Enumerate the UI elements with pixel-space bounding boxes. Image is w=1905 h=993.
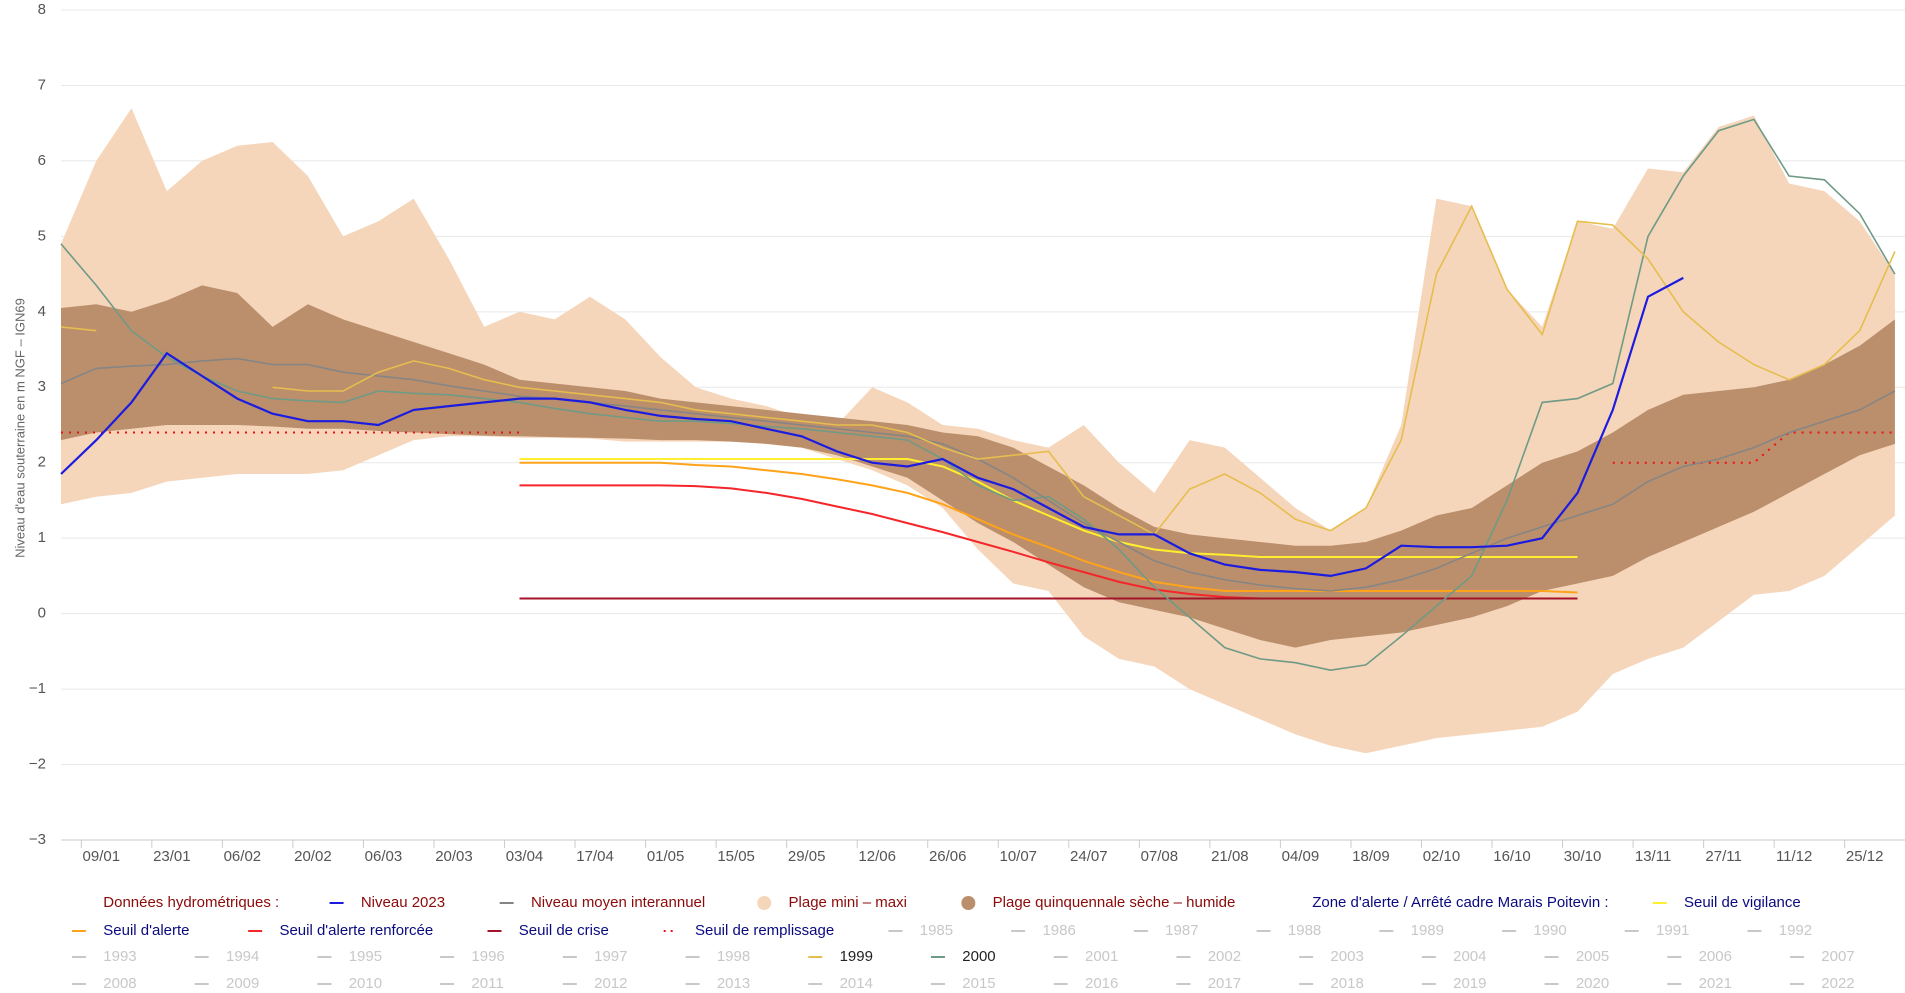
x-tick-label: 20/02 xyxy=(294,848,332,865)
x-tick-label: 06/03 xyxy=(365,848,403,865)
y-axis-label: Niveau d'eau souterraine en m NGF – IGN6… xyxy=(12,298,27,558)
legend-label: 1997 xyxy=(594,948,627,965)
x-tick-label: 29/05 xyxy=(788,848,826,865)
x-tick-label: 12/06 xyxy=(858,848,896,865)
y-tick-label: 0 xyxy=(38,605,46,622)
x-tick-label: 13/11 xyxy=(1635,848,1671,865)
x-tick-label: 16/10 xyxy=(1493,848,1531,865)
legend-label: 2010 xyxy=(349,975,382,992)
legend-label: Niveau moyen interannuel xyxy=(531,894,705,911)
legend-label: 2012 xyxy=(594,975,627,992)
legend-label: 2006 xyxy=(1699,948,1732,965)
legend-label: 2017 xyxy=(1208,975,1241,992)
x-tick-label: 27/11 xyxy=(1705,848,1741,865)
y-tick-label: −2 xyxy=(29,756,46,773)
legend-label: Plage quinquennale sèche – humide xyxy=(993,894,1236,911)
x-tick-label: 10/07 xyxy=(999,848,1037,865)
legend-label: 2002 xyxy=(1208,948,1241,965)
legend-label: 2019 xyxy=(1453,975,1486,992)
legend-label: 2016 xyxy=(1085,975,1118,992)
legend-label: Zone d'alerte / Arrêté cadre Marais Poit… xyxy=(1312,894,1608,911)
x-tick-label: 18/09 xyxy=(1352,848,1390,865)
x-tick-label: 02/10 xyxy=(1423,848,1461,865)
x-tick-label: 21/08 xyxy=(1211,848,1249,865)
legend-label: 1999 xyxy=(840,948,873,965)
x-tick-label: 06/02 xyxy=(224,848,262,865)
legend-label: 1993 xyxy=(103,948,136,965)
threshold-line xyxy=(519,461,1578,594)
legend-label: 2020 xyxy=(1576,975,1609,992)
x-tick-label: 30/10 xyxy=(1564,848,1602,865)
legend-label: 2000 xyxy=(962,948,995,965)
legend-label: 2007 xyxy=(1821,948,1854,965)
legend-label: 2004 xyxy=(1453,948,1486,965)
legend-label: 1995 xyxy=(349,948,382,965)
legend-label: 2009 xyxy=(226,975,259,992)
legend-label: 1986 xyxy=(1042,922,1075,939)
y-tick-label: 1 xyxy=(38,529,46,546)
y-tick-label: 2 xyxy=(38,454,46,471)
x-tick-label: 20/03 xyxy=(435,848,473,865)
threshold-line xyxy=(519,458,1578,558)
legend-label: 1989 xyxy=(1411,922,1444,939)
x-tick-label: 25/12 xyxy=(1846,848,1884,865)
legend-label: 1990 xyxy=(1533,922,1566,939)
legend-label: 2014 xyxy=(840,975,873,992)
legend-label: 1988 xyxy=(1288,922,1321,939)
legend-label: 2021 xyxy=(1699,975,1732,992)
x-tick-label: 09/01 xyxy=(83,848,121,865)
x-tick-label: 15/05 xyxy=(717,848,755,865)
legend-label: Seuil d'alerte renforcée xyxy=(279,922,433,939)
y-tick-label: 3 xyxy=(38,378,46,395)
x-tick-label: 07/08 xyxy=(1141,848,1179,865)
x-tick-label: 23/01 xyxy=(153,848,191,865)
legend-label: 2018 xyxy=(1330,975,1363,992)
series-line xyxy=(60,204,1896,536)
x-tick-label: 01/05 xyxy=(647,848,685,865)
legend-label: 2022 xyxy=(1821,975,1854,992)
legend-label: 1998 xyxy=(717,948,750,965)
y-tick-label: 4 xyxy=(38,303,46,320)
legend-label: Seuil de remplissage xyxy=(695,922,834,939)
legend-label: Données hydrométriques : xyxy=(103,894,279,911)
x-tick-label: 11/12 xyxy=(1776,848,1812,865)
legend-label: Seuil de crise xyxy=(519,922,609,939)
x-tick-label: 26/06 xyxy=(929,848,967,865)
x-tick-label: 24/07 xyxy=(1070,848,1108,865)
legend-label: 1994 xyxy=(226,948,259,965)
x-tick-label: 03/04 xyxy=(506,848,544,865)
y-tick-label: 7 xyxy=(38,76,46,93)
legend-label: 2015 xyxy=(962,975,995,992)
legend-label: 1985 xyxy=(920,922,953,939)
legend-marker xyxy=(757,896,772,910)
legend-label: 2001 xyxy=(1085,948,1118,965)
y-tick-label: 5 xyxy=(38,227,46,244)
x-tick-label: 04/09 xyxy=(1282,848,1320,865)
y-tick-label: 8 xyxy=(38,1,46,18)
legend-marker xyxy=(961,896,976,910)
legend-label: 2005 xyxy=(1576,948,1609,965)
legend-label: Plage mini – maxi xyxy=(789,894,907,911)
legend-label: 1996 xyxy=(471,948,504,965)
legend-label: 1992 xyxy=(1779,922,1812,939)
series-line xyxy=(60,118,1896,672)
legend-label: 2008 xyxy=(103,975,136,992)
y-tick-label: 6 xyxy=(38,152,46,169)
y-tick-label: −1 xyxy=(29,680,46,697)
legend-label: Seuil de vigilance xyxy=(1684,894,1801,911)
legend-label: 2013 xyxy=(717,975,750,992)
x-tick-label: 17/04 xyxy=(576,848,614,865)
series-line xyxy=(60,276,1684,578)
legend-label: Seuil d'alerte xyxy=(103,922,189,939)
legend-label: 2003 xyxy=(1330,948,1363,965)
y-tick-label: −3 xyxy=(29,831,46,848)
legend-label: Niveau 2023 xyxy=(361,894,445,911)
legend-label: 1987 xyxy=(1165,922,1198,939)
legend-label: 2011 xyxy=(471,975,503,992)
legend-label: 1991 xyxy=(1656,922,1689,939)
